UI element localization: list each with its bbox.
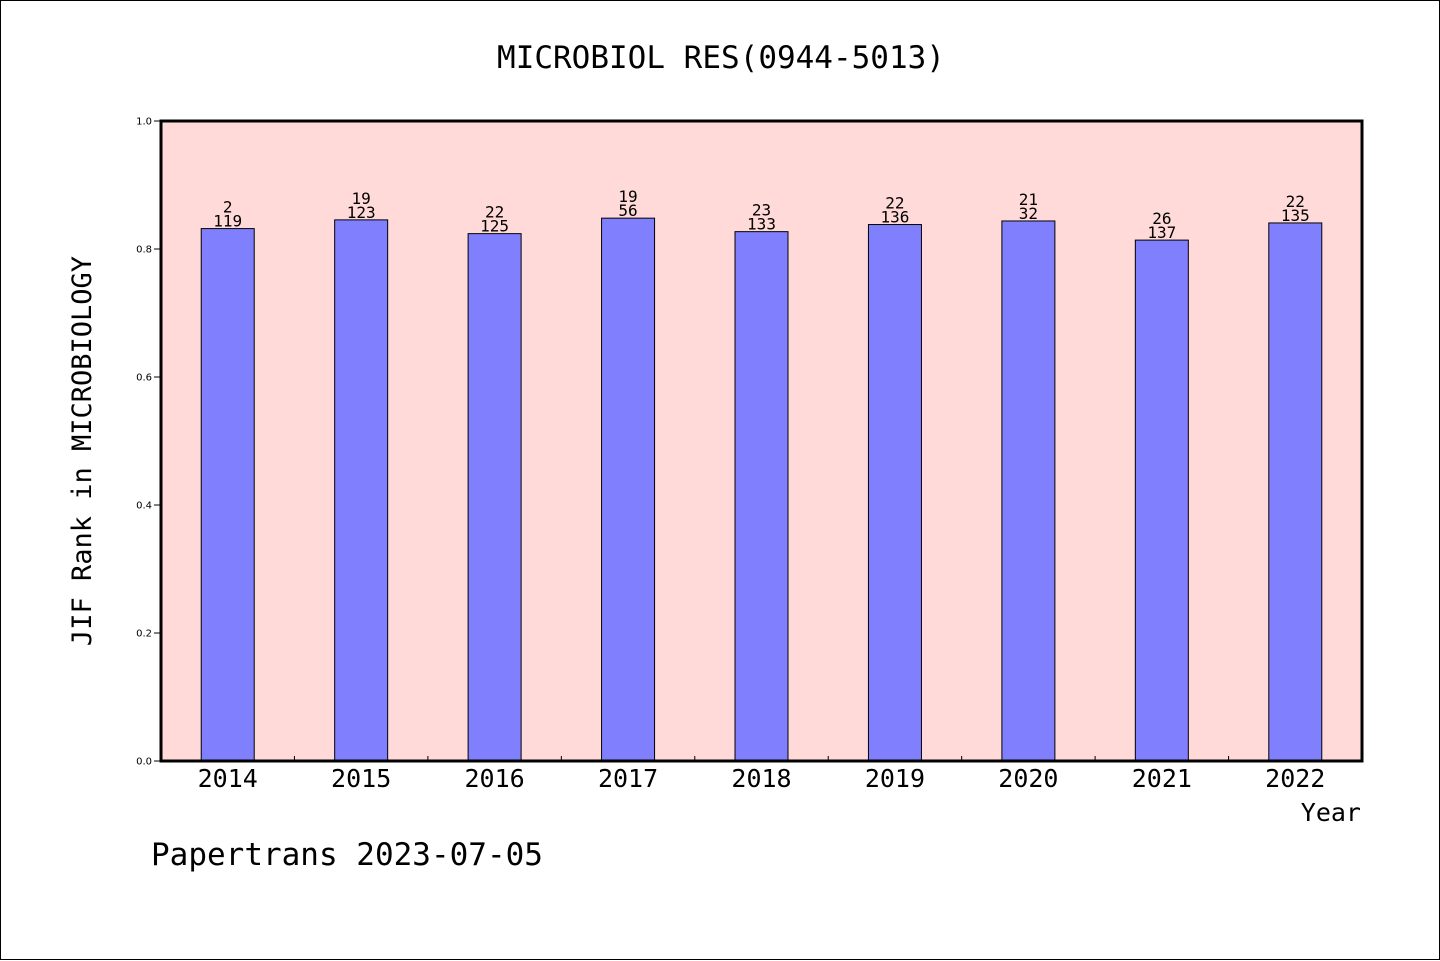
- rank-label-2020: 21: [1019, 190, 1038, 209]
- total-label-2016: 125: [480, 217, 509, 236]
- bar-2017: [601, 217, 656, 762]
- bar-2019: [867, 224, 922, 762]
- bar-2015: [334, 219, 389, 762]
- x-tick-label-2019: 2019: [865, 764, 925, 793]
- x-tick-label-2016: 2016: [465, 764, 525, 793]
- y-tick-label: 1.0: [136, 117, 152, 128]
- y-axis-ticks: 0.0 0.2 0.4 0.6 0.8 1.0: [136, 117, 161, 768]
- rank-label-2018: 23: [752, 201, 771, 220]
- x-tick-label-2017: 2017: [598, 764, 658, 793]
- total-label-2018: 133: [747, 215, 776, 234]
- footer-credit: Papertrans 2023-07-05: [151, 837, 543, 873]
- x-axis-ticks: 2014 2015 2016 2017 2018 2019 2020 2021 2022: [198, 756, 1325, 793]
- bar-2020: [1001, 220, 1056, 762]
- rank-label-2022: 22: [1286, 192, 1305, 211]
- rank-label-2016: 22: [485, 203, 504, 222]
- y-axis-label: JIF Rank in MICROBIOLOGY: [67, 256, 98, 646]
- x-tick-label-2014: 2014: [198, 764, 258, 793]
- total-label-2021: 137: [1147, 223, 1176, 242]
- rank-label-2017: 19: [618, 187, 637, 206]
- rank-label-2019: 22: [885, 194, 904, 213]
- x-tick-label-2018: 2018: [731, 764, 791, 793]
- bar-2016: [467, 233, 522, 762]
- bar-2018: [734, 231, 789, 762]
- rank-label-2021: 26: [1152, 209, 1171, 228]
- total-label-2017: 56: [618, 201, 637, 220]
- y-tick-label: 0.4: [136, 501, 152, 512]
- bar-2022: [1268, 222, 1323, 762]
- y-tick-label: 0.2: [136, 629, 152, 640]
- total-label-2022: 135: [1281, 206, 1310, 225]
- bar-2014: [200, 228, 255, 762]
- bars-group: [200, 217, 1323, 762]
- bar-2021: [1134, 239, 1189, 762]
- y-tick-label: 0.8: [136, 245, 152, 256]
- y-tick-label: 0.6: [136, 373, 152, 384]
- x-tick-label-2015: 2015: [331, 764, 391, 793]
- x-tick-label-2022: 2022: [1265, 764, 1325, 793]
- chart-title: MICROBIOL RES(0944-5013): [497, 40, 945, 76]
- plot-border: [159, 119, 1364, 763]
- rank-label-2014: 2: [223, 198, 233, 217]
- total-label-2014: 119: [213, 212, 242, 231]
- x-axis-label: Year: [1301, 798, 1361, 827]
- rank-label-2015: 19: [352, 189, 371, 208]
- total-label-2019: 136: [880, 208, 909, 227]
- total-label-2020: 32: [1019, 204, 1038, 223]
- x-tick-label-2020: 2020: [998, 764, 1058, 793]
- total-label-2015: 123: [347, 203, 376, 222]
- x-tick-label-2021: 2021: [1132, 764, 1192, 793]
- y-tick-label: 0.0: [136, 757, 152, 768]
